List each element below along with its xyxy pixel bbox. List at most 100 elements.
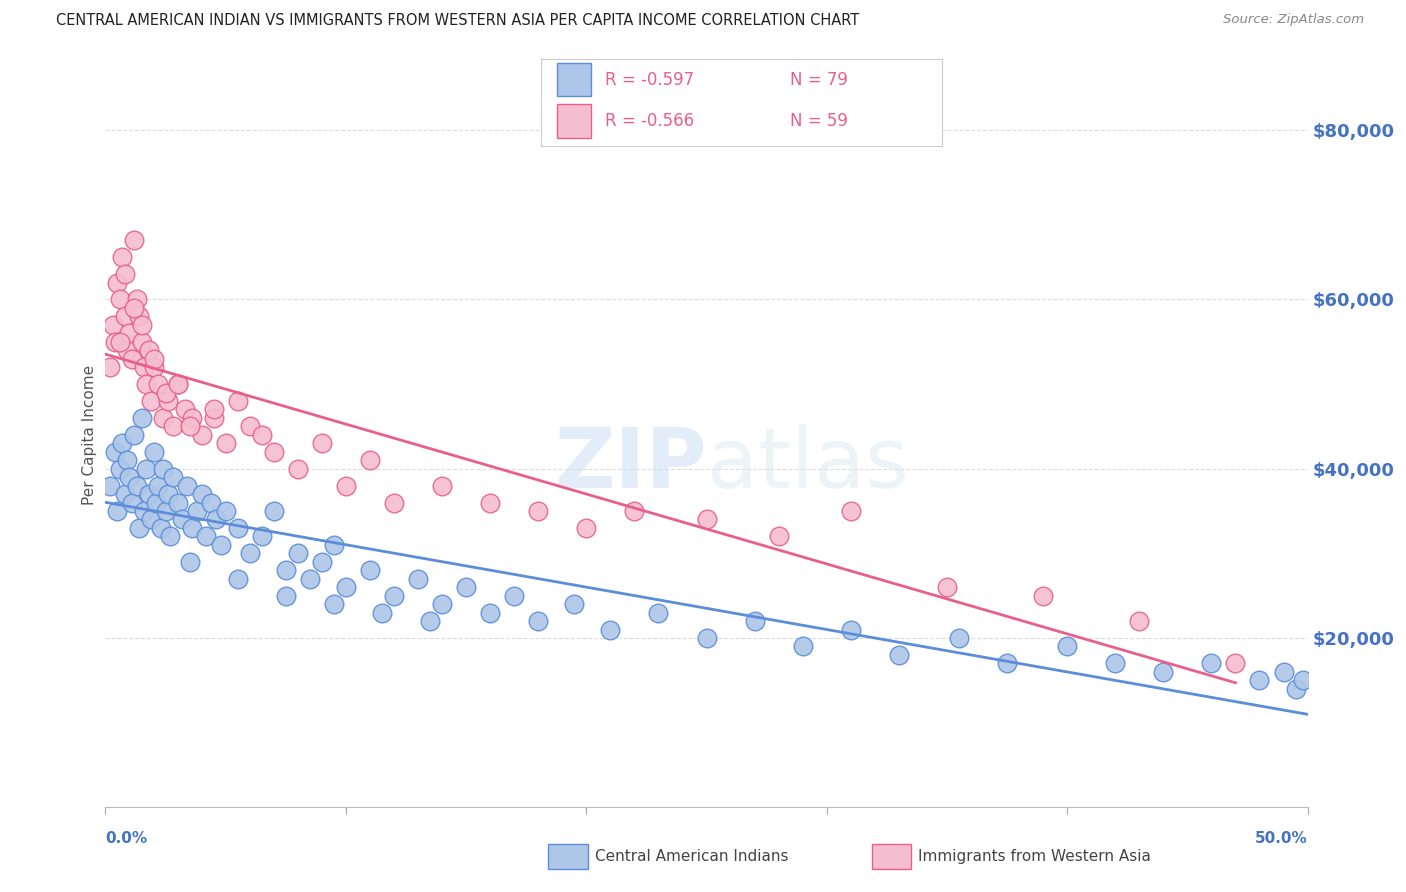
Point — [226, 521, 249, 535]
Point — [1152, 665, 1174, 679]
Point — [1032, 589, 1054, 603]
Point — [176, 478, 198, 492]
Point — [287, 461, 309, 475]
Point — [647, 606, 669, 620]
Point — [1056, 640, 1078, 654]
Point — [322, 538, 344, 552]
Point — [142, 351, 165, 366]
Point — [111, 436, 134, 450]
Point — [118, 326, 141, 341]
Point — [132, 360, 155, 375]
Point — [214, 436, 236, 450]
Point — [155, 385, 177, 400]
Point — [138, 343, 160, 358]
Point — [125, 293, 148, 307]
Point — [145, 495, 167, 509]
Point — [599, 623, 621, 637]
Point — [111, 250, 134, 264]
Point — [202, 402, 225, 417]
Point — [335, 580, 357, 594]
Point — [322, 597, 344, 611]
Point — [124, 428, 146, 442]
Point — [226, 394, 249, 409]
Point — [148, 478, 170, 492]
Point — [152, 461, 174, 475]
Text: 50.0%: 50.0% — [1254, 831, 1308, 847]
Point — [454, 580, 477, 594]
Point — [115, 453, 138, 467]
Point — [124, 233, 146, 247]
Text: R = -0.566: R = -0.566 — [606, 112, 695, 130]
Point — [162, 470, 184, 484]
Point — [995, 657, 1018, 671]
Text: 0.0%: 0.0% — [105, 831, 148, 847]
Point — [623, 504, 645, 518]
Point — [142, 444, 165, 458]
Point — [335, 478, 357, 492]
Text: CENTRAL AMERICAN INDIAN VS IMMIGRANTS FROM WESTERN ASIA PER CAPITA INCOME CORREL: CENTRAL AMERICAN INDIAN VS IMMIGRANTS FR… — [56, 13, 859, 29]
Point — [430, 597, 453, 611]
Point — [166, 495, 188, 509]
Point — [139, 394, 162, 409]
Text: Central American Indians: Central American Indians — [595, 849, 789, 863]
Point — [179, 555, 201, 569]
Point — [430, 478, 453, 492]
Point — [114, 487, 136, 501]
Point — [181, 521, 204, 535]
Point — [104, 444, 127, 458]
Point — [263, 444, 285, 458]
Point — [359, 563, 381, 577]
Point — [172, 512, 194, 526]
Point — [108, 293, 131, 307]
Point — [131, 318, 153, 332]
Point — [156, 394, 179, 409]
Point — [263, 504, 285, 518]
Point — [1104, 657, 1126, 671]
Point — [1128, 614, 1150, 628]
Point — [527, 614, 550, 628]
Point — [135, 377, 157, 392]
Point — [108, 334, 131, 349]
Point — [298, 572, 321, 586]
Point — [138, 487, 160, 501]
Point — [1284, 681, 1306, 696]
Point — [839, 504, 862, 518]
Point — [205, 512, 228, 526]
Point — [128, 521, 150, 535]
Text: ZIP: ZIP — [554, 424, 707, 505]
Point — [287, 546, 309, 560]
Point — [239, 546, 262, 560]
Point — [155, 504, 177, 518]
Point — [839, 623, 862, 637]
Point — [226, 572, 249, 586]
Point — [1292, 673, 1315, 688]
Point — [382, 495, 405, 509]
Point — [108, 461, 131, 475]
Point — [479, 606, 502, 620]
Point — [114, 267, 136, 281]
Point — [936, 580, 959, 594]
Point — [149, 521, 172, 535]
Text: R = -0.597: R = -0.597 — [606, 70, 695, 89]
Point — [406, 572, 429, 586]
Point — [575, 521, 598, 535]
Point — [696, 512, 718, 526]
Point — [148, 377, 170, 392]
Point — [503, 589, 526, 603]
Point — [121, 495, 143, 509]
Point — [125, 478, 148, 492]
Point — [162, 419, 184, 434]
Point — [479, 495, 502, 509]
Point — [202, 411, 225, 425]
Point — [115, 343, 138, 358]
Point — [114, 310, 136, 324]
Point — [792, 640, 814, 654]
Point — [1201, 657, 1223, 671]
Point — [250, 529, 273, 543]
Point — [152, 411, 174, 425]
Text: Immigrants from Western Asia: Immigrants from Western Asia — [918, 849, 1152, 863]
Point — [562, 597, 585, 611]
Point — [250, 428, 273, 442]
Point — [121, 351, 143, 366]
Point — [359, 453, 381, 467]
